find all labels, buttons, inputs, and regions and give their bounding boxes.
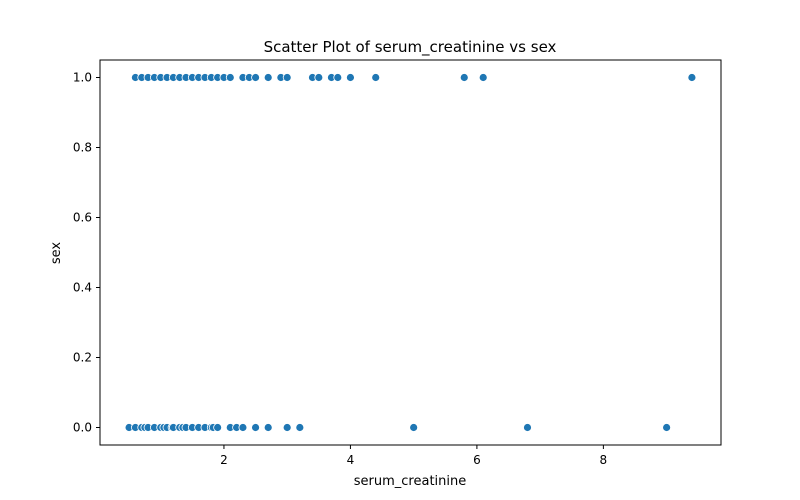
data-point	[263, 73, 273, 82]
data-point	[371, 73, 381, 82]
x-tick-label: 6	[473, 453, 481, 467]
x-tick-label: 4	[347, 453, 355, 467]
data-point	[251, 73, 260, 82]
y-tick-label: 0.6	[73, 211, 92, 225]
y-tick-label: 0.4	[73, 281, 92, 295]
data-point	[295, 423, 305, 432]
y-axis: 0.0 0.2 0.4 0.6 0.8 1.0	[73, 71, 100, 435]
data-point	[478, 73, 488, 82]
plot-frame	[99, 59, 722, 446]
x-tick-label: 8	[600, 453, 608, 467]
data-point	[238, 423, 248, 432]
data-point	[523, 423, 532, 432]
data-point	[263, 423, 273, 432]
data-point	[282, 73, 292, 82]
x-axis: 2 4 6 8	[220, 445, 607, 467]
data-point	[225, 73, 235, 82]
data-point	[459, 73, 469, 82]
y-tick-label: 0.2	[73, 351, 92, 365]
plot-area	[124, 73, 697, 432]
data-point	[213, 423, 223, 432]
y-tick-label: 1.0	[73, 71, 92, 85]
y-tick-label: 0.8	[73, 141, 92, 155]
chart-title: Scatter Plot of serum_creatinine vs sex	[264, 38, 557, 57]
data-point	[662, 423, 672, 432]
data-point	[282, 423, 292, 432]
y-axis-label: sex	[49, 242, 64, 265]
data-point	[687, 73, 697, 82]
data-point	[333, 73, 343, 82]
data-point	[251, 423, 260, 432]
y-tick-label: 0.0	[73, 421, 92, 435]
data-point	[314, 73, 324, 82]
x-tick-label: 2	[220, 453, 228, 467]
data-point	[409, 423, 419, 432]
data-point	[346, 73, 355, 82]
x-axis-label: serum_creatinine	[354, 474, 467, 489]
